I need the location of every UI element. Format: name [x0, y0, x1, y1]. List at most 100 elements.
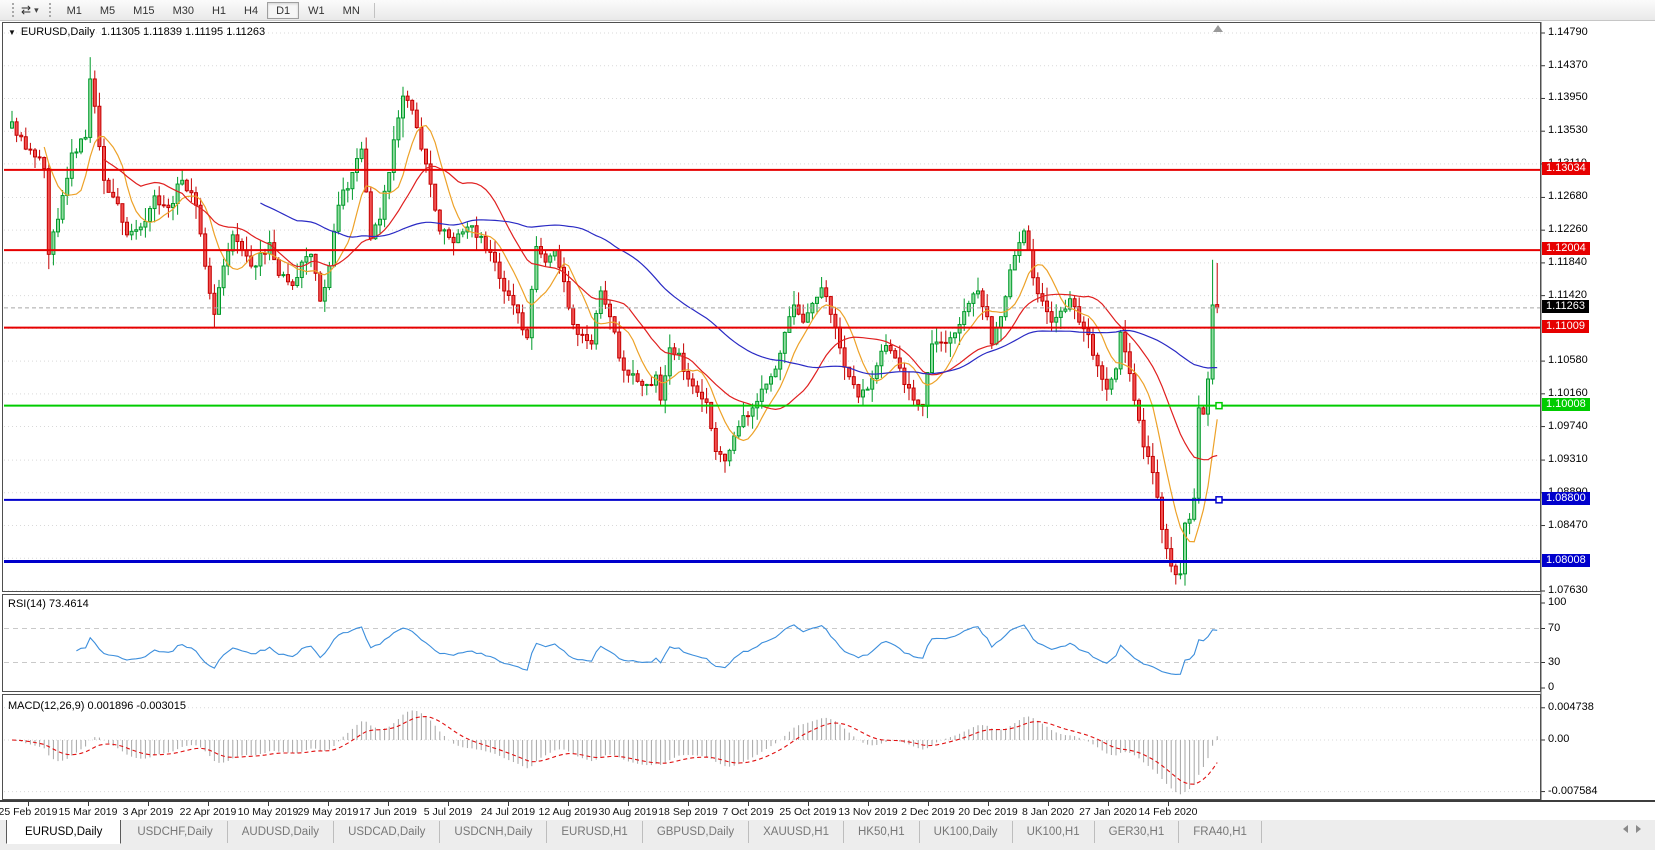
rsi-tick-label: 30 [1548, 655, 1561, 668]
price-tick-label: 1.07630 [1548, 584, 1588, 596]
rsi-indicator-label: RSI(14) 73.4614 [8, 598, 89, 610]
price-line-label: 1.08800 [1542, 491, 1590, 505]
price-tick-label: 1.10160 [1548, 386, 1588, 399]
timeframe-button-m15[interactable]: M15 [124, 2, 163, 19]
macd-panel[interactable] [2, 694, 1541, 800]
chart-tab-usdcad-daily[interactable]: USDCAD,Daily [334, 821, 441, 843]
chart-shift-marker[interactable] [1213, 25, 1223, 32]
price-tick-label: 1.14790 [1548, 26, 1588, 38]
price-line-label: 1.11009 [1542, 319, 1589, 333]
timeframe-button-h1[interactable]: H1 [203, 2, 235, 19]
chart-title: ▼ EURUSD,Daily 1.11305 1.11839 1.11195 1.… [8, 26, 265, 38]
chart-tabbar: EURUSD,Daily USDCHF,Daily AUDUSD,Daily USDC… [0, 818, 1655, 850]
date-tick-mark [28, 802, 29, 806]
timeframe-button-w1[interactable]: W1 [299, 2, 334, 19]
price-line-label: 1.08008 [1542, 553, 1590, 567]
date-tick-mark [628, 802, 629, 806]
timeframe-button-mn[interactable]: MN [334, 2, 369, 19]
chart-mode-icon[interactable]: ⇄ [21, 3, 32, 17]
timeframe-button-m1[interactable]: M1 [58, 2, 91, 19]
tab-scroll-right-icon[interactable] [1636, 825, 1641, 833]
price-chart-panel[interactable] [2, 22, 1541, 592]
tab-scroll-left-icon[interactable] [1623, 825, 1628, 833]
date-tick-mark [988, 802, 989, 806]
price-tick-label: 1.11420 [1548, 288, 1587, 301]
date-tick-mark [808, 802, 809, 806]
price-tick-label: 1.13950 [1548, 91, 1588, 104]
date-tick-label: 7 Oct 2019 [722, 806, 774, 818]
macd-tick-label: -0.007584 [1548, 784, 1598, 797]
chart-region: ▼ EURUSD,Daily 1.11305 1.11839 1.11195 1.… [0, 22, 1655, 820]
chevron-down-icon[interactable]: ▾ [34, 4, 39, 15]
price-tick-label: 1.09740 [1548, 419, 1588, 432]
date-tick-mark [448, 802, 449, 806]
timeframe-button-m5[interactable]: M5 [91, 2, 124, 19]
price-line-label: 1.11263 [1542, 299, 1589, 313]
chart-tab-gbpusd-daily[interactable]: GBPUSD,Daily [643, 821, 750, 843]
date-tick-label: 15 Mar 2019 [58, 806, 118, 818]
date-tick-mark [1168, 802, 1169, 806]
chart-tab-uk100-daily[interactable]: UK100,Daily [920, 821, 1013, 843]
date-tick-mark [688, 802, 689, 806]
timeframe-button-h4[interactable]: H4 [235, 2, 267, 19]
date-tick-label: 25 Oct 2019 [779, 806, 837, 818]
price-line-label: 1.12004 [1542, 242, 1590, 256]
chart-tab-xauusd-h1[interactable]: XAUUSD,H1 [749, 821, 844, 843]
macd-tick-label: 0.00 [1548, 733, 1570, 745]
price-tick-label: 1.10580 [1548, 354, 1588, 367]
date-tick-label: 13 Nov 2019 [838, 806, 898, 818]
date-tick-mark [508, 802, 509, 806]
chart-tab-fra40-h1[interactable]: FRA40,H1 [1179, 821, 1262, 843]
date-tick-mark [328, 802, 329, 806]
chart-tab-ger30-h1[interactable]: GER30,H1 [1095, 821, 1180, 843]
date-tick-label: 30 Aug 2019 [598, 806, 658, 818]
rsi-tick-label: 70 [1548, 621, 1561, 634]
timeframe-button-d1[interactable]: D1 [267, 2, 300, 19]
price-tick-label: 1.12260 [1548, 223, 1588, 236]
date-axis[interactable]: 25 Feb 2019 15 Mar 2019 3 Apr 2019 22 Apr 2… [0, 800, 1655, 820]
price-tick-label: 1.09310 [1548, 453, 1588, 466]
timeframe-button-m30[interactable]: M30 [164, 2, 203, 19]
chart-tab-usdchf-daily[interactable]: USDCHF,Daily [123, 821, 228, 843]
date-tick-label: 10 May 2019 [237, 806, 299, 818]
toolbar-grip[interactable] [12, 3, 15, 17]
date-tick-mark [868, 802, 869, 806]
date-tick-mark [148, 802, 149, 806]
date-tick-mark [388, 802, 389, 806]
rsi-tick-label: 100 [1548, 596, 1567, 608]
macd-tick-label: 0.004738 [1548, 700, 1594, 713]
rsi-tick-label: 0 [1548, 681, 1555, 693]
date-tick-label: 8 Jan 2020 [1022, 806, 1074, 818]
date-tick-label: 5 Jul 2019 [423, 806, 473, 818]
chart-tab-usdcnh-daily[interactable]: USDCNH,Daily [440, 821, 548, 843]
date-tick-label: 2 Dec 2019 [901, 806, 955, 818]
price-line-label: 1.13034 [1542, 161, 1590, 175]
toolbar-grip[interactable] [48, 3, 52, 17]
date-tick-label: 22 Apr 2019 [179, 806, 237, 818]
date-tick-label: 29 May 2019 [297, 806, 359, 818]
price-axis[interactable] [1541, 22, 1655, 800]
date-tick-mark [1108, 802, 1109, 806]
date-tick-label: 17 Jun 2019 [359, 806, 417, 818]
price-tick-label: 1.14370 [1548, 58, 1588, 71]
chart-tab-hk50-h1[interactable]: HK50,H1 [844, 821, 920, 843]
date-tick-mark [748, 802, 749, 806]
date-tick-label: 12 Aug 2019 [538, 806, 598, 818]
date-tick-label: 25 Feb 2019 [0, 806, 58, 818]
price-tick-label: 1.08470 [1548, 518, 1588, 531]
price-tick-label: 1.13530 [1548, 124, 1588, 137]
ohlc-values: 1.11305 1.11839 1.11195 1.11263 [101, 26, 266, 38]
collapse-icon[interactable]: ▼ [8, 28, 16, 37]
timeframe-buttons: M1 M5 M15 M30 H1 H4 D1 W1 MN [58, 1, 369, 19]
chart-tab-eurusd-h1[interactable]: EURUSD,H1 [547, 821, 643, 843]
chart-tab-eurusd-daily[interactable]: EURUSD,Daily [6, 819, 122, 844]
timeframe-toolbar: ⇄ ▾ M1 M5 M15 M30 H1 H4 D1 W1 MN [0, 0, 1655, 21]
date-tick-mark [208, 802, 209, 806]
rsi-panel[interactable] [2, 594, 1541, 692]
macd-indicator-label: MACD(12,26,9) 0.001896 -0.003015 [8, 700, 186, 712]
date-tick-label: 20 Dec 2019 [958, 806, 1018, 818]
chart-tab-audusd-daily[interactable]: AUDUSD,Daily [228, 821, 335, 843]
date-tick-mark [928, 802, 929, 806]
chart-tab-uk100-h1[interactable]: UK100,H1 [1013, 821, 1095, 843]
